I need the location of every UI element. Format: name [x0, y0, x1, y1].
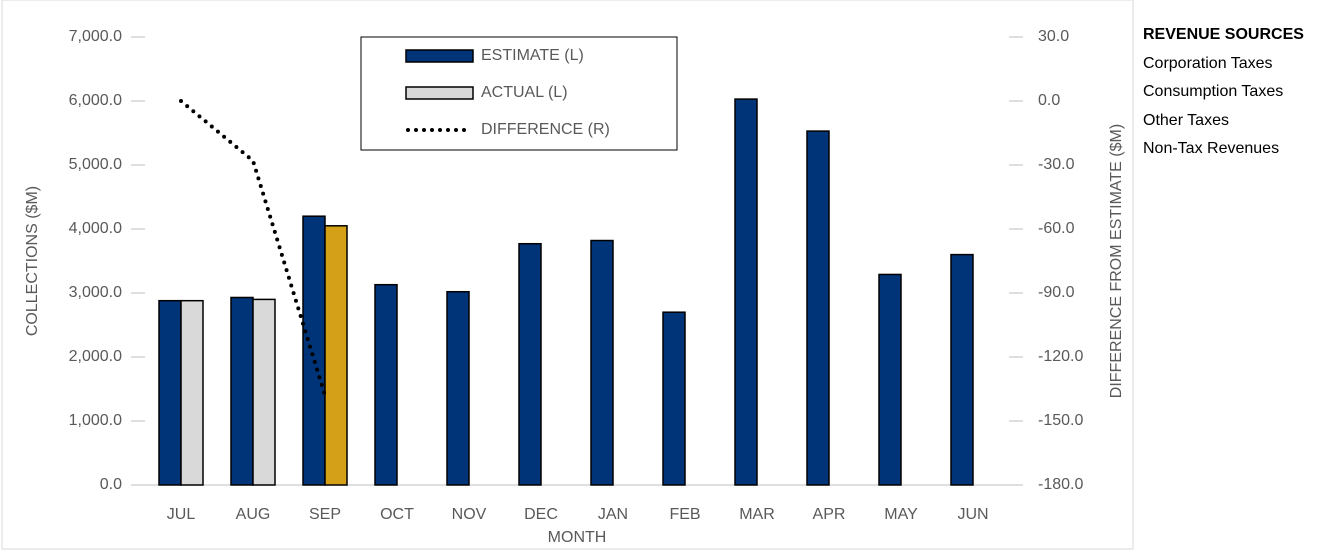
- x-tick-label: DEC: [524, 506, 558, 523]
- bar: [230, 296, 254, 486]
- y-tick-label: 7,000.0: [69, 28, 122, 45]
- y-tick-label: 4,000.0: [69, 220, 122, 237]
- bar: [662, 311, 686, 486]
- y2-tick-label: -180.0: [1038, 476, 1083, 493]
- y-tick-label: 5,000.0: [69, 156, 122, 173]
- legend-swatch: [405, 86, 474, 100]
- bar: [734, 98, 758, 486]
- y-tick-label: 6,000.0: [69, 92, 122, 109]
- x-tick-label: AUG: [236, 506, 271, 523]
- y-tick-label: 1,000.0: [69, 412, 122, 429]
- x-tick-label: JUL: [167, 506, 196, 523]
- y2-tick-label: -120.0: [1038, 348, 1083, 365]
- bar: [252, 298, 276, 486]
- x-tick-label: NOV: [452, 506, 487, 523]
- sidebar-item[interactable]: Corporation Taxes: [1143, 55, 1273, 72]
- y-tick-label: 3,000.0: [69, 284, 122, 301]
- y2-tick-label: 0.0: [1038, 92, 1060, 109]
- y2-tick-label: -60.0: [1038, 220, 1075, 237]
- y-axis-title: COLLECTIONS ($M): [24, 186, 41, 336]
- x-tick-label: OCT: [380, 506, 414, 523]
- bar: [446, 290, 470, 486]
- difference-line: [179, 99, 327, 398]
- legend-label: ACTUAL (L): [481, 84, 568, 101]
- bar: [590, 239, 614, 486]
- sidebar-item[interactable]: Consumption Taxes: [1143, 83, 1283, 100]
- x-axis-title: MONTH: [548, 529, 607, 546]
- legend-label: ESTIMATE (L): [481, 47, 584, 64]
- bar: [158, 299, 182, 486]
- sidebar-item[interactable]: Non-Tax Revenues: [1143, 140, 1279, 157]
- y2-tick-label: 30.0: [1038, 28, 1069, 45]
- bar: [324, 225, 348, 486]
- x-tick-label: FEB: [669, 506, 700, 523]
- bar: [518, 242, 542, 486]
- x-tick-label: JAN: [598, 506, 628, 523]
- y2-tick-label: -90.0: [1038, 284, 1075, 301]
- bar: [180, 299, 204, 486]
- y-tick-label: 2,000.0: [69, 348, 122, 365]
- chart-frame: [1, 0, 1134, 550]
- y2-axis-title: DIFFERENCE FROM ESTIMATE ($M): [1108, 124, 1125, 398]
- x-tick-label: SEP: [309, 506, 341, 523]
- bar: [374, 283, 398, 486]
- y-tick-label: 0.0: [100, 476, 122, 493]
- y2-tick-label: -150.0: [1038, 412, 1083, 429]
- sidebar-item[interactable]: Other Taxes: [1143, 112, 1229, 129]
- sidebar-title: REVENUE SOURCES: [1143, 26, 1304, 43]
- legend-swatch: [405, 49, 474, 63]
- bar: [806, 130, 830, 486]
- legend-label: DIFFERENCE (R): [481, 121, 610, 138]
- x-tick-label: APR: [813, 506, 846, 523]
- bar: [950, 253, 974, 486]
- y2-tick-label: -30.0: [1038, 156, 1075, 173]
- x-tick-label: JUN: [957, 506, 988, 523]
- bar: [302, 215, 326, 486]
- x-tick-label: MAY: [884, 506, 918, 523]
- bar: [878, 273, 902, 486]
- x-tick-label: MAR: [739, 506, 775, 523]
